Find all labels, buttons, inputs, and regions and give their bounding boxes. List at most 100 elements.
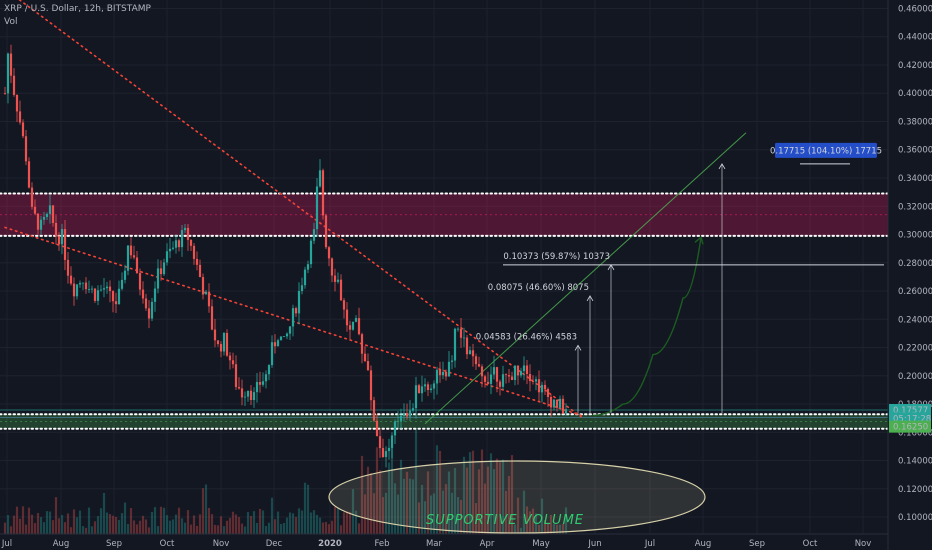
- price-tick-label: 0.20000: [898, 372, 932, 382]
- volume-bar: [468, 452, 472, 534]
- volume-bar: [264, 525, 268, 534]
- target-label: 0.08075 (46.60%) 8075: [488, 283, 589, 293]
- volume-bar: [300, 510, 304, 534]
- volume-bar: [435, 445, 439, 534]
- volume-bar: [111, 515, 115, 534]
- candle-body: [465, 337, 469, 355]
- candle-body: [444, 372, 448, 377]
- volume-bar: [279, 523, 283, 534]
- volume-bar: [228, 517, 232, 534]
- candle-body: [27, 161, 31, 188]
- zones: [0, 192, 889, 430]
- volume-bar: [51, 520, 55, 534]
- candle-body: [345, 309, 349, 326]
- candle-body: [285, 333, 289, 337]
- price-axis-badge-text: 0.17577: [893, 406, 928, 416]
- volume-bar: [222, 526, 226, 534]
- volume-bar: [450, 492, 454, 534]
- time-tick-label: Sep: [749, 539, 765, 549]
- volume-bar: [354, 510, 358, 534]
- volume-bar: [219, 516, 223, 534]
- candle-body: [513, 365, 517, 380]
- volume-bar: [321, 522, 325, 534]
- candle-body: [462, 337, 466, 339]
- candle-body: [420, 386, 424, 394]
- price-axis-badge-text: 05:17:28: [893, 414, 931, 424]
- candle-body: [33, 206, 37, 214]
- volume-bar: [168, 520, 172, 534]
- volume-bar: [258, 508, 262, 534]
- candle-body: [555, 399, 559, 408]
- candle-body: [210, 306, 214, 330]
- price-tick-label: 0.44000: [898, 33, 932, 43]
- volume-bar: [516, 497, 520, 534]
- volume-bar: [357, 523, 361, 534]
- price-tick-label: 0.36000: [898, 146, 932, 156]
- volume-bar: [141, 515, 145, 534]
- volume-bar: [336, 507, 340, 534]
- volume-bar: [405, 471, 409, 534]
- candle-body: [270, 342, 274, 366]
- projection-curve: [592, 237, 702, 417]
- candle-body: [558, 398, 562, 408]
- candle-body: [66, 259, 70, 276]
- candle-body: [378, 436, 382, 449]
- volume-bar: [363, 494, 367, 534]
- time-axis[interactable]: Jul Aug Sep Oct Nov Dec 2020 Feb Mar Apr May Jun Jul…: [0, 533, 888, 549]
- volume-bar: [531, 508, 535, 534]
- price-axis[interactable]: 0.46000 0.44000 0.42000 0.40000 0.38000 0.360…: [887, 0, 932, 550]
- candle-body: [186, 227, 190, 240]
- target-label-box: [775, 142, 877, 158]
- candle-body: [222, 332, 226, 352]
- time-tick-label: Nov: [213, 539, 230, 549]
- candle-body: [267, 365, 271, 375]
- volume-bar: [528, 511, 532, 534]
- candle-body: [126, 245, 130, 271]
- candle-body: [375, 420, 379, 437]
- volume-bar: [561, 523, 565, 534]
- volume-indicator-label[interactable]: Vol: [4, 17, 18, 27]
- candle-body: [114, 301, 118, 305]
- volume-bar: [495, 458, 499, 534]
- candle-body: [51, 205, 55, 223]
- candle-body: [354, 318, 358, 322]
- candle-body: [111, 291, 115, 302]
- volume-bar: [438, 450, 442, 534]
- candle-body: [81, 282, 85, 284]
- candle-body: [549, 396, 553, 408]
- volume-bar: [339, 525, 343, 534]
- candle-body: [48, 205, 52, 214]
- volume-bar: [15, 506, 19, 534]
- target-arrow-head: [718, 163, 726, 170]
- candle-body: [117, 288, 121, 305]
- target-arrow-head: [574, 344, 582, 351]
- candle-body: [372, 400, 376, 421]
- candle-body: [75, 284, 79, 297]
- candle-body: [168, 248, 172, 252]
- candle-body: [318, 170, 322, 187]
- candle-body: [315, 186, 319, 230]
- candle-body: [84, 282, 88, 290]
- volume-bar: [57, 518, 61, 534]
- volume-bar: [66, 513, 70, 534]
- volume-bar: [27, 507, 31, 534]
- volume-bar: [423, 501, 427, 534]
- price-tick-label: 0.30000: [898, 231, 932, 241]
- volume-bar: [192, 515, 196, 534]
- volume-bar: [276, 511, 280, 534]
- volume-bar: [237, 517, 241, 534]
- price-tick-label: 0.34000: [898, 174, 932, 184]
- volume-bar: [555, 524, 559, 534]
- volume-bar: [297, 508, 301, 534]
- symbol-title[interactable]: XRP / U.S. Dollar, 12h, BITSTAMP: [4, 4, 151, 14]
- volume-bar: [351, 488, 355, 534]
- volume-bar: [519, 527, 523, 534]
- candle-body: [183, 227, 187, 231]
- candle-body: [543, 384, 547, 389]
- volume-bar: [180, 518, 184, 534]
- volume-bar: [6, 515, 10, 534]
- volume-bar: [42, 522, 46, 534]
- volume-bar: [183, 522, 187, 534]
- candle-body: [171, 247, 175, 249]
